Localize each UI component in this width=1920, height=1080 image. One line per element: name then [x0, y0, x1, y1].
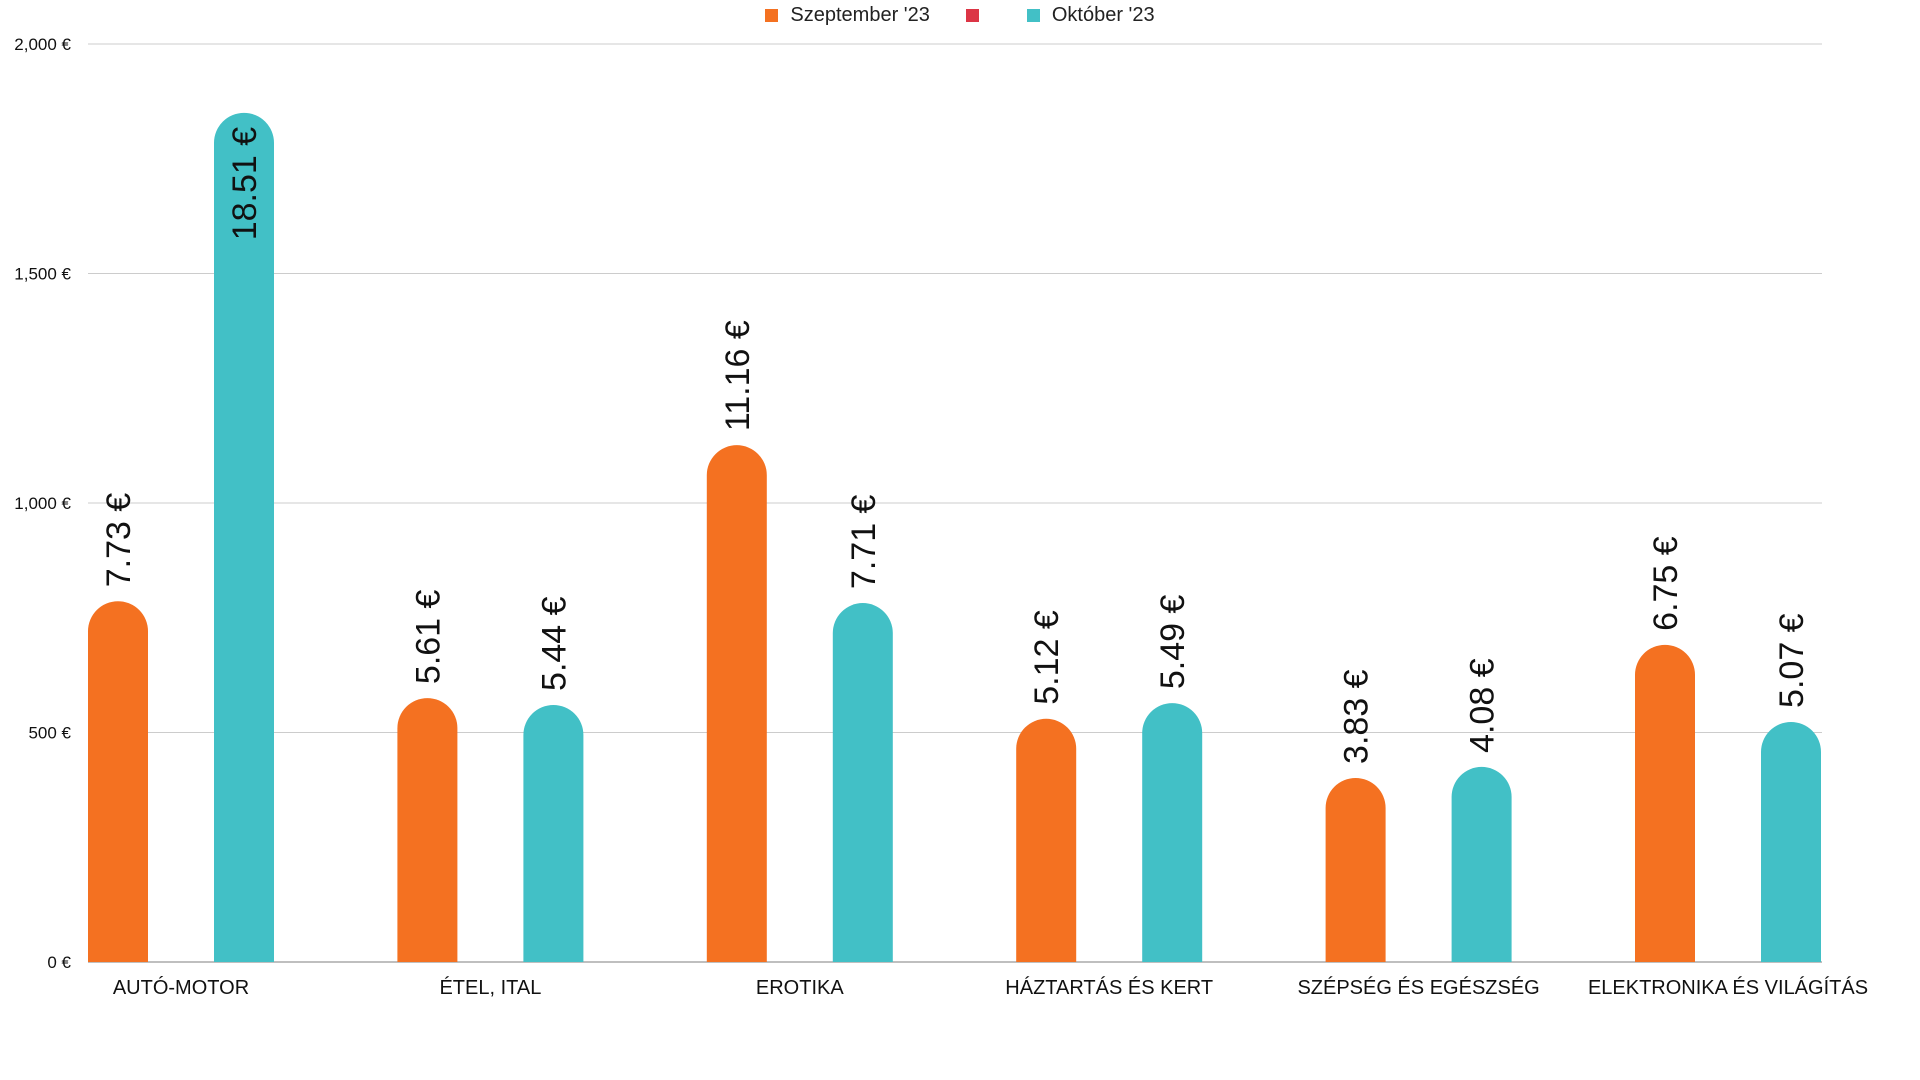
x-tick-label: ELEKTRONIKA ÉS VILÁGÍTÁS — [1588, 976, 1868, 999]
x-tick-label: HÁZTARTÁS ÉS KERT — [1005, 976, 1213, 999]
x-tick-label: ÉTEL, ITAL — [439, 976, 541, 999]
legend-label-oktober: Október '23 — [1051, 3, 1155, 26]
data-label: 3.83 € — [1338, 669, 1376, 764]
data-label: 7.73 € — [100, 493, 138, 588]
legend-swatch-unnamed — [965, 8, 979, 22]
data-label: 5.07 € — [1773, 613, 1811, 708]
y-axis: 0 € 500 € 1,000 € 1,500 € 2,000 € — [14, 35, 71, 972]
data-label: 4.08 € — [1464, 658, 1502, 753]
data-label: 7.71 € — [845, 494, 883, 589]
x-tick-label: SZÉPSÉG ÉS EGÉSZSÉG — [1297, 976, 1539, 999]
data-label: 5.12 € — [1028, 610, 1066, 705]
x-tick-label: AUTÓ-MOTOR — [113, 976, 249, 999]
legend-swatch-oktober — [1026, 8, 1040, 22]
bar-oktober[interactable] — [1761, 721, 1821, 962]
x-axis: AUTÓ-MOTOR ÉTEL, ITAL EROTIKA HÁZTARTÁS ÉS … — [113, 976, 1868, 999]
y-tick-label: 2,000 € — [14, 35, 71, 54]
gridlines — [88, 43, 1822, 963]
y-tick-label: 0 € — [47, 953, 71, 972]
bar-oktober[interactable] — [214, 112, 274, 962]
legend-label-szeptember: Szeptember '23 — [790, 3, 930, 26]
data-label: 6.75 € — [1647, 536, 1685, 631]
bar-oktober[interactable] — [832, 603, 893, 962]
data-label: 18.51 € — [226, 127, 264, 241]
y-tick-label: 1,000 € — [14, 494, 71, 513]
legend: Szeptember '23 Október '23 — [0, 2, 1920, 28]
y-tick-label: 500 € — [28, 724, 71, 743]
bar-oktober[interactable] — [1142, 703, 1203, 962]
bar-szeptember[interactable] — [1635, 644, 1695, 962]
legend-swatch-szeptember — [765, 8, 779, 22]
legend-item-szeptember[interactable]: Szeptember '23 — [765, 3, 930, 27]
bar-szeptember[interactable] — [1325, 777, 1386, 962]
bar-szeptember[interactable] — [88, 601, 148, 962]
data-label: 5.61 € — [409, 589, 447, 684]
bar-oktober[interactable] — [523, 704, 584, 962]
y-tick-label: 1,500 € — [14, 265, 71, 284]
bar-szeptember[interactable] — [397, 698, 458, 962]
bar-szeptember[interactable] — [706, 445, 767, 962]
data-label: 11.16 € — [719, 320, 757, 431]
data-labels: 7.73 € 18.51 € 5.61 € 5.44 € 11.16 € 7.71 € 5.… — [100, 127, 1811, 764]
bar-oktober[interactable] — [1451, 766, 1512, 962]
x-tick-label: EROTIKA — [756, 977, 844, 999]
data-label: 5.49 € — [1154, 595, 1192, 690]
legend-item-unnamed[interactable] — [965, 8, 991, 22]
bars — [88, 112, 1821, 962]
data-label: 5.44 € — [535, 596, 573, 691]
bar-szeptember[interactable] — [1016, 718, 1077, 962]
legend-item-oktober[interactable]: Október '23 — [1026, 3, 1155, 27]
